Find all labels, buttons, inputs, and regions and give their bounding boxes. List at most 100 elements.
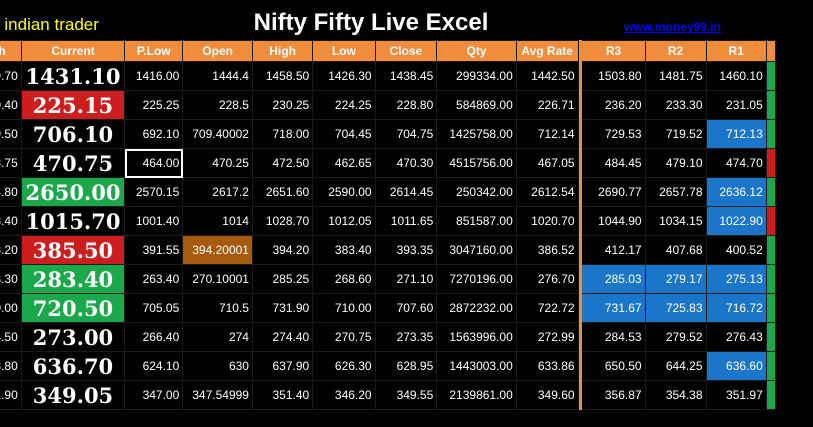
cell-qty[interactable]: 584869.00 xyxy=(436,90,517,120)
col-header-r3[interactable]: R3 xyxy=(581,40,646,62)
cell-r1[interactable]: 474.70 xyxy=(705,148,767,178)
col-header-r2[interactable]: R2 xyxy=(644,40,707,62)
cell-open[interactable]: 394.20001 xyxy=(182,235,253,265)
cell-high-prev[interactable]: 3.75 xyxy=(0,148,22,178)
cell-avg-rate[interactable]: 226.71 xyxy=(515,90,579,120)
cell-prev-low[interactable]: 2570.15 xyxy=(124,177,184,207)
cell-high[interactable]: 351.40 xyxy=(251,380,314,410)
cell-r2[interactable]: 1034.15 xyxy=(644,206,707,236)
cell-low[interactable]: 1012.05 xyxy=(312,206,376,236)
edge-status-cell[interactable] xyxy=(765,293,777,323)
cell-r3[interactable]: 2690.77 xyxy=(581,177,646,207)
cell-close[interactable]: 228.80 xyxy=(374,90,438,120)
cell-avg-rate[interactable]: 1442.50 xyxy=(515,61,579,91)
edge-status-cell[interactable] xyxy=(765,177,777,207)
cell-open[interactable]: 709.40002 xyxy=(182,119,253,149)
edge-status-cell[interactable] xyxy=(765,264,777,294)
cell-r1[interactable]: 351.97 xyxy=(705,380,767,410)
cell-r2[interactable]: 233.30 xyxy=(644,90,707,120)
cell-qty[interactable]: 299334.00 xyxy=(436,61,517,91)
cell-r3[interactable]: 484.45 xyxy=(581,148,646,178)
cell-low[interactable]: 626.30 xyxy=(312,351,376,381)
cell-qty[interactable]: 851587.00 xyxy=(436,206,517,236)
cell-close[interactable]: 470.30 xyxy=(374,148,438,178)
cell-high[interactable]: 274.40 xyxy=(251,322,314,352)
cell-r1[interactable]: 1022.90 xyxy=(705,206,767,236)
cell-high[interactable]: 637.90 xyxy=(251,351,314,381)
cell-open[interactable]: 274 xyxy=(182,322,253,352)
cell-avg-rate[interactable]: 722.72 xyxy=(515,293,579,323)
cell-avg-rate[interactable]: 272.99 xyxy=(515,322,579,352)
cell-prev-low[interactable]: 1416.00 xyxy=(124,61,184,91)
cell-close[interactable]: 1011.65 xyxy=(374,206,438,236)
cell-close[interactable]: 273.35 xyxy=(374,322,438,352)
col-header-avg-rate[interactable]: Avg Rate xyxy=(515,40,579,62)
cell-low[interactable]: 462.65 xyxy=(312,148,376,178)
cell-r2[interactable]: 644.25 xyxy=(644,351,707,381)
site-link[interactable]: www.money99.in xyxy=(624,20,721,34)
cell-r3[interactable]: 1503.80 xyxy=(581,61,646,91)
cell-r3[interactable]: 284.53 xyxy=(581,322,646,352)
cell-qty[interactable]: 4515756.00 xyxy=(436,148,517,178)
cell-qty[interactable]: 2872232.00 xyxy=(436,293,517,323)
cell-high-prev[interactable]: 0.40 xyxy=(0,90,22,120)
cell-r1[interactable]: 231.05 xyxy=(705,90,767,120)
cell-r2[interactable]: 1481.75 xyxy=(644,61,707,91)
edge-status-cell[interactable] xyxy=(765,148,777,178)
cell-current[interactable]: 385.50 xyxy=(20,235,126,265)
cell-open[interactable]: 270.10001 xyxy=(182,264,253,294)
cell-current[interactable]: 273.00 xyxy=(20,322,126,352)
cell-high-prev[interactable]: 9.50 xyxy=(0,119,22,149)
cell-r2[interactable]: 279.17 xyxy=(644,264,707,294)
col-header-current[interactable]: Current xyxy=(20,40,126,62)
cell-high[interactable]: 285.25 xyxy=(251,264,314,294)
cell-r3[interactable]: 650.50 xyxy=(581,351,646,381)
cell-close[interactable]: 707.60 xyxy=(374,293,438,323)
tagline-cell[interactable]: r indian trader xyxy=(0,15,99,34)
cell-high[interactable]: 731.90 xyxy=(251,293,314,323)
cell-r1[interactable]: 636.60 xyxy=(705,351,767,381)
cell-prev-low[interactable]: 266.40 xyxy=(124,322,184,352)
col-header-prev-low[interactable]: P.Low xyxy=(124,40,184,62)
cell-close[interactable]: 2614.45 xyxy=(374,177,438,207)
cell-r3[interactable]: 729.53 xyxy=(581,119,646,149)
cell-r3[interactable]: 731.67 xyxy=(581,293,646,323)
edge-status-cell[interactable] xyxy=(765,235,777,265)
cell-open[interactable]: 630 xyxy=(182,351,253,381)
cell-open[interactable]: 710.5 xyxy=(182,293,253,323)
cell-high-prev[interactable]: 1.90 xyxy=(0,380,22,410)
cell-current[interactable]: 720.50 xyxy=(20,293,126,323)
cell-high[interactable]: 394.20 xyxy=(251,235,314,265)
cell-high[interactable]: 1028.70 xyxy=(251,206,314,236)
cell-qty[interactable]: 2139861.00 xyxy=(436,380,517,410)
cell-prev-low[interactable]: 692.10 xyxy=(124,119,184,149)
cell-r2[interactable]: 354.38 xyxy=(644,380,707,410)
cell-r2[interactable]: 2657.78 xyxy=(644,177,707,207)
cell-avg-rate[interactable]: 2612.54 xyxy=(515,177,579,207)
cell-low[interactable]: 268.60 xyxy=(312,264,376,294)
cell-r1[interactable]: 712.13 xyxy=(705,119,767,149)
cell-close[interactable]: 393.35 xyxy=(374,235,438,265)
cell-low[interactable]: 383.40 xyxy=(312,235,376,265)
cell-high-prev[interactable]: 3.40 xyxy=(0,206,22,236)
cell-prev-low[interactable]: 347.00 xyxy=(124,380,184,410)
cell-high[interactable]: 230.25 xyxy=(251,90,314,120)
cell-avg-rate[interactable]: 712.14 xyxy=(515,119,579,149)
cell-avg-rate[interactable]: 1020.70 xyxy=(515,206,579,236)
cell-open[interactable]: 347.54999 xyxy=(182,380,253,410)
cell-open[interactable]: 1444.4 xyxy=(182,61,253,91)
cell-qty[interactable]: 3047160.00 xyxy=(436,235,517,265)
cell-prev-low[interactable]: 1001.40 xyxy=(124,206,184,236)
cell-qty[interactable]: 1563996.00 xyxy=(436,322,517,352)
cell-prev-low[interactable]: 263.40 xyxy=(124,264,184,294)
cell-close[interactable]: 1438.45 xyxy=(374,61,438,91)
cell-current[interactable]: 706.10 xyxy=(20,119,126,149)
cell-r2[interactable]: 719.52 xyxy=(644,119,707,149)
cell-r3[interactable]: 412.17 xyxy=(581,235,646,265)
cell-avg-rate[interactable]: 386.52 xyxy=(515,235,579,265)
cell-avg-rate[interactable]: 467.05 xyxy=(515,148,579,178)
cell-prev-low[interactable]: 705.05 xyxy=(124,293,184,323)
cell-qty[interactable]: 7270196.00 xyxy=(436,264,517,294)
cell-r1[interactable]: 275.13 xyxy=(705,264,767,294)
cell-high[interactable]: 1458.50 xyxy=(251,61,314,91)
